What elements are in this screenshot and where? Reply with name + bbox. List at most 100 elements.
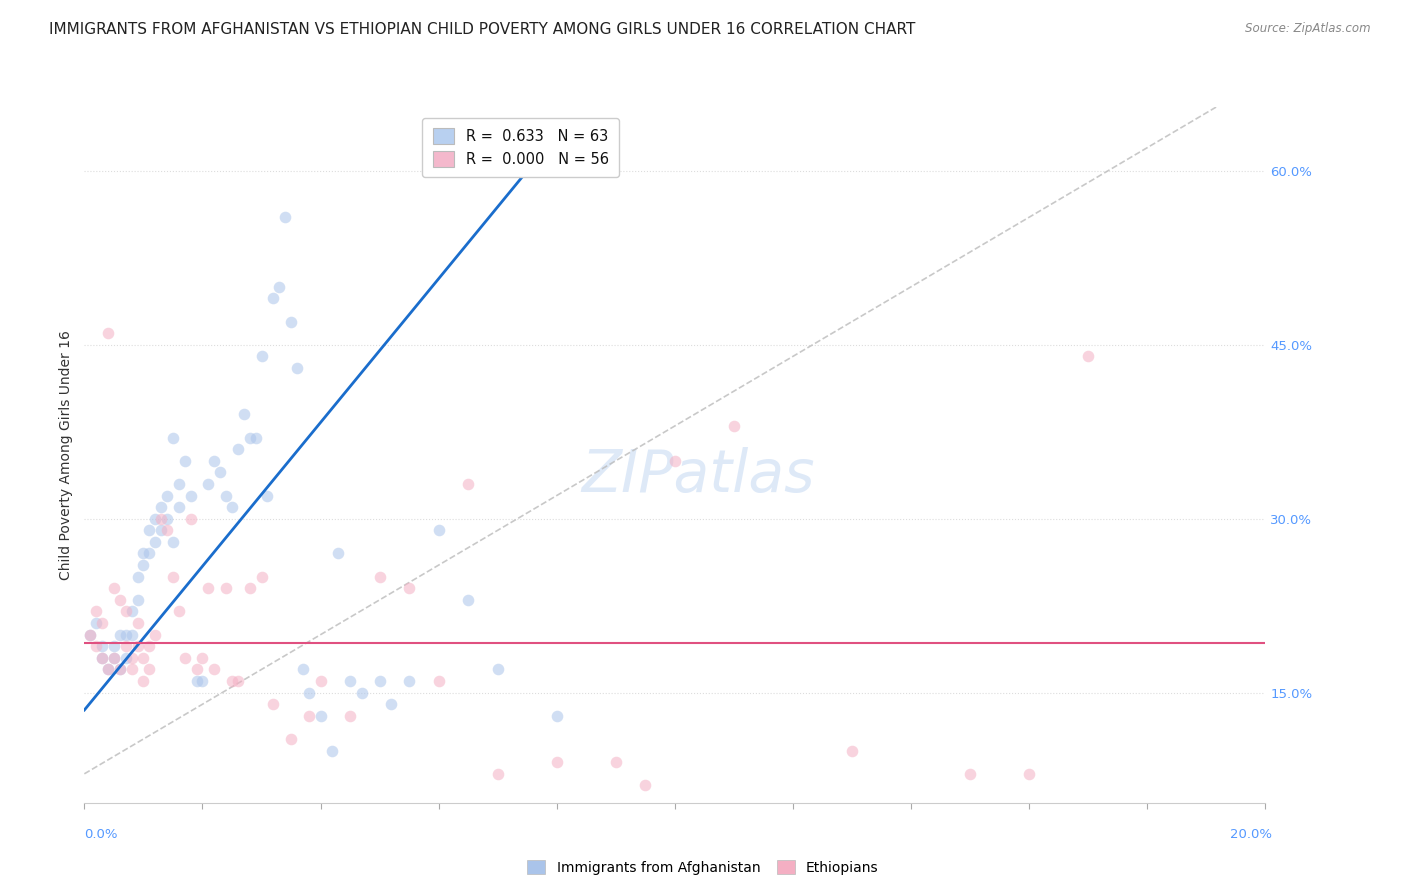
Point <box>398 674 420 689</box>
Point <box>186 662 208 676</box>
Point <box>121 662 143 676</box>
Point <box>215 582 238 596</box>
Point <box>285 360 308 375</box>
Point <box>108 662 131 676</box>
Point <box>209 466 232 480</box>
Point <box>114 628 136 642</box>
Point <box>143 511 166 525</box>
Point <box>245 430 267 444</box>
Point <box>197 476 219 491</box>
Point <box>262 291 284 305</box>
Point <box>309 708 332 723</box>
Point <box>226 442 249 456</box>
Point <box>132 651 155 665</box>
Point <box>97 326 120 340</box>
Point <box>321 744 343 758</box>
Point <box>605 755 627 769</box>
Point <box>457 476 479 491</box>
Point <box>269 279 291 293</box>
Point <box>114 651 136 665</box>
Point <box>239 430 262 444</box>
Point <box>427 523 450 537</box>
Point <box>191 651 214 665</box>
Point <box>173 453 195 467</box>
Point <box>262 698 284 712</box>
Point <box>121 605 143 619</box>
Point <box>226 674 249 689</box>
Text: IMMIGRANTS FROM AFGHANISTAN VS ETHIOPIAN CHILD POVERTY AMONG GIRLS UNDER 16 CORR: IMMIGRANTS FROM AFGHANISTAN VS ETHIOPIAN… <box>49 22 915 37</box>
Point <box>232 407 254 421</box>
Point <box>959 766 981 781</box>
Point <box>114 639 136 653</box>
Point <box>79 628 101 642</box>
Point <box>167 500 190 514</box>
Point <box>156 511 179 525</box>
Point <box>108 662 131 676</box>
Point <box>103 582 125 596</box>
Point <box>250 349 273 364</box>
Point <box>84 639 107 653</box>
Y-axis label: Child Poverty Among Girls Under 16: Child Poverty Among Girls Under 16 <box>59 330 73 580</box>
Point <box>723 418 745 433</box>
Point <box>79 628 101 642</box>
Text: 0.0%: 0.0% <box>84 828 118 840</box>
Text: ZIPatlas: ZIPatlas <box>582 447 815 504</box>
Point <box>150 511 173 525</box>
Point <box>162 430 184 444</box>
Point <box>664 453 686 467</box>
Point <box>162 570 184 584</box>
Point <box>108 628 131 642</box>
Point <box>121 651 143 665</box>
Point <box>156 523 179 537</box>
Point <box>103 651 125 665</box>
Point <box>143 628 166 642</box>
Point <box>221 674 243 689</box>
Point <box>143 534 166 549</box>
Point <box>546 755 568 769</box>
Point <box>197 582 219 596</box>
Point <box>339 708 361 723</box>
Point <box>221 500 243 514</box>
Point <box>486 766 509 781</box>
Point <box>127 639 149 653</box>
Point <box>239 582 262 596</box>
Point <box>150 500 173 514</box>
Point <box>274 210 297 224</box>
Point <box>121 628 143 642</box>
Point <box>309 674 332 689</box>
Point <box>138 639 160 653</box>
Point <box>103 651 125 665</box>
Point <box>84 615 107 630</box>
Point <box>173 651 195 665</box>
Point <box>546 708 568 723</box>
Point <box>202 453 225 467</box>
Point <box>167 476 190 491</box>
Point <box>291 662 314 676</box>
Point <box>132 674 155 689</box>
Point <box>127 592 149 607</box>
Point <box>162 534 184 549</box>
Point <box>280 314 302 328</box>
Point <box>150 523 173 537</box>
Point <box>91 615 114 630</box>
Point <box>368 570 391 584</box>
Point <box>256 489 278 503</box>
Point <box>91 651 114 665</box>
Text: 20.0%: 20.0% <box>1230 828 1272 840</box>
Point <box>339 674 361 689</box>
Point <box>298 685 321 699</box>
Point <box>368 674 391 689</box>
Point <box>127 615 149 630</box>
Point <box>191 674 214 689</box>
Point <box>215 489 238 503</box>
Point <box>97 662 120 676</box>
Point <box>167 605 190 619</box>
Point <box>1077 349 1099 364</box>
Point <box>457 592 479 607</box>
Point <box>97 662 120 676</box>
Point <box>1018 766 1040 781</box>
Point <box>427 674 450 689</box>
Point <box>91 639 114 653</box>
Point <box>380 698 402 712</box>
Legend: R =  0.633   N = 63, R =  0.000   N = 56: R = 0.633 N = 63, R = 0.000 N = 56 <box>422 118 619 178</box>
